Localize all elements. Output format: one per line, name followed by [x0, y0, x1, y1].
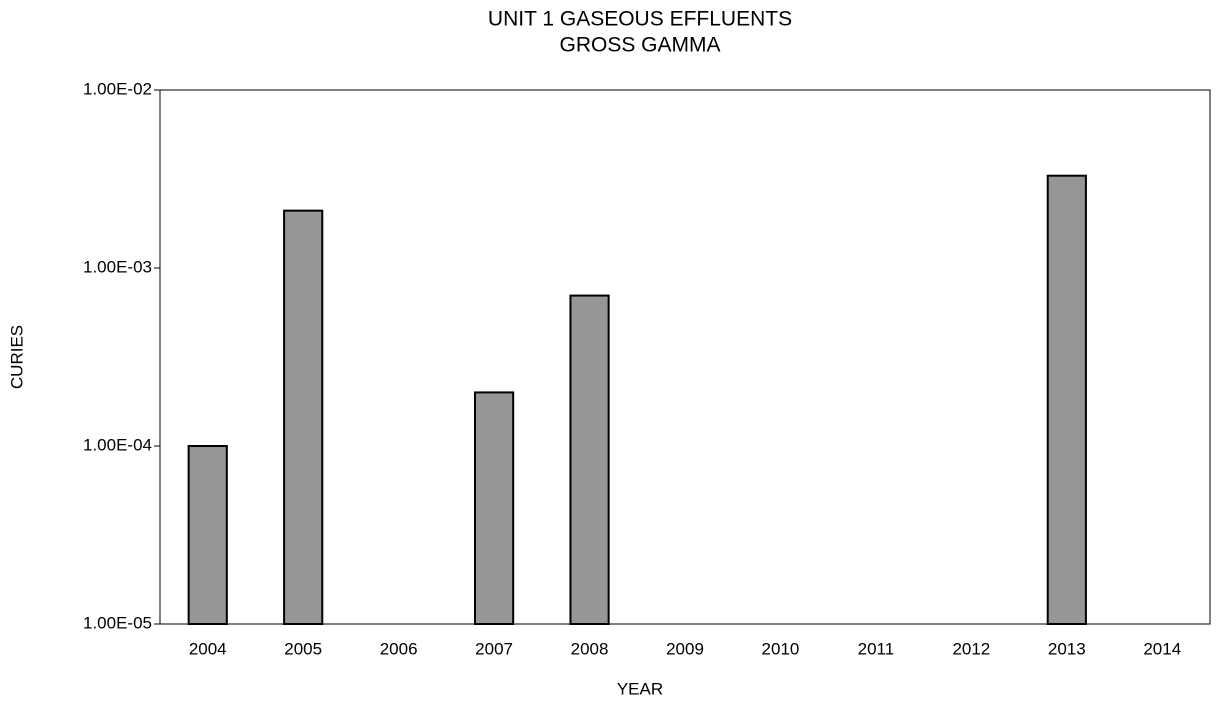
x-tick-label: 2004	[189, 639, 227, 658]
x-tick-label: 2005	[284, 639, 322, 658]
x-tick-label: 2009	[666, 639, 704, 658]
x-tick-label: 2006	[380, 639, 418, 658]
bar	[283, 209, 324, 625]
x-tick-label: 2014	[1143, 639, 1181, 658]
x-tick-label: 2010	[762, 639, 800, 658]
y-tick-label: 1.00E-03	[83, 257, 152, 276]
y-tick-label: 1.00E-04	[83, 435, 152, 454]
x-axis-label: YEAR	[617, 679, 663, 698]
x-tick-label: 2008	[571, 639, 609, 658]
y-tick-label: 1.00E-05	[83, 613, 152, 632]
y-axis-label: CURIES	[7, 325, 26, 389]
bar	[187, 445, 228, 625]
bar	[569, 294, 610, 625]
y-tick-label: 1.00E-02	[83, 79, 152, 98]
chart-subtitle: GROSS GAMMA	[559, 34, 720, 57]
x-tick-label: 2011	[858, 639, 895, 658]
x-tick-label: 2007	[475, 639, 513, 658]
x-tick-label: 2013	[1048, 639, 1086, 658]
bar	[474, 391, 515, 625]
chart-title: UNIT 1 GASEOUS EFFLUENTS	[488, 8, 792, 31]
x-tick-label: 2012	[952, 639, 990, 658]
plot-frame	[159, 89, 1211, 625]
bar	[1046, 174, 1087, 625]
